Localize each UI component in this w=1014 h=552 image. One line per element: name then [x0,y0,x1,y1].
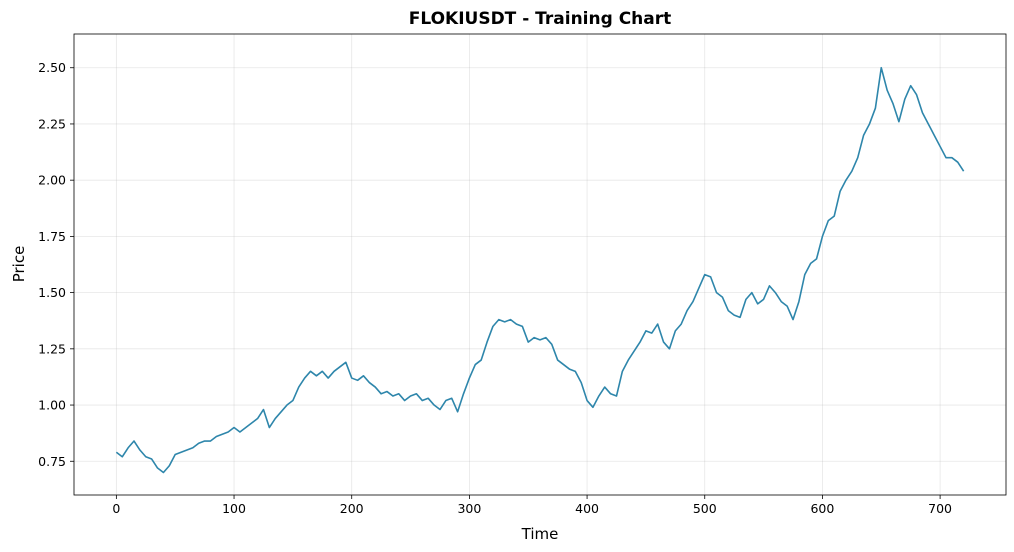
plot-frame [73,33,1007,496]
y-tick-label: 1.25 [38,341,66,356]
grid-lines [74,34,1006,495]
x-tick-label: 200 [340,501,364,516]
y-tick-label: 0.75 [38,454,66,469]
x-tick-label: 400 [575,501,599,516]
y-tick-label: 2.25 [38,116,66,131]
chart-title: FLOKIUSDT - Training Chart [409,9,672,29]
price-series-line [115,66,965,474]
y-axis-ticks: 0.75 1.00 1.25 1.50 1.75 2.00 2.25 2.50 [38,60,74,469]
x-tick-label: 600 [810,501,834,516]
y-tick-label: 2.00 [38,173,66,188]
x-tick-label: 0 [112,501,120,516]
x-tick-label: 100 [222,501,246,516]
x-tick-label: 300 [457,501,481,516]
x-tick-label: 700 [928,501,952,516]
y-tick-label: 1.50 [38,285,66,300]
y-tick-label: 2.50 [38,60,66,75]
y-axis-label: Price [10,246,28,283]
x-axis-ticks: 0 100 200 300 400 500 600 700 [112,495,952,516]
y-tick-label: 1.75 [38,229,66,244]
x-axis-label: Time [521,525,559,543]
x-tick-label: 500 [693,501,717,516]
y-tick-label: 1.00 [38,398,66,413]
